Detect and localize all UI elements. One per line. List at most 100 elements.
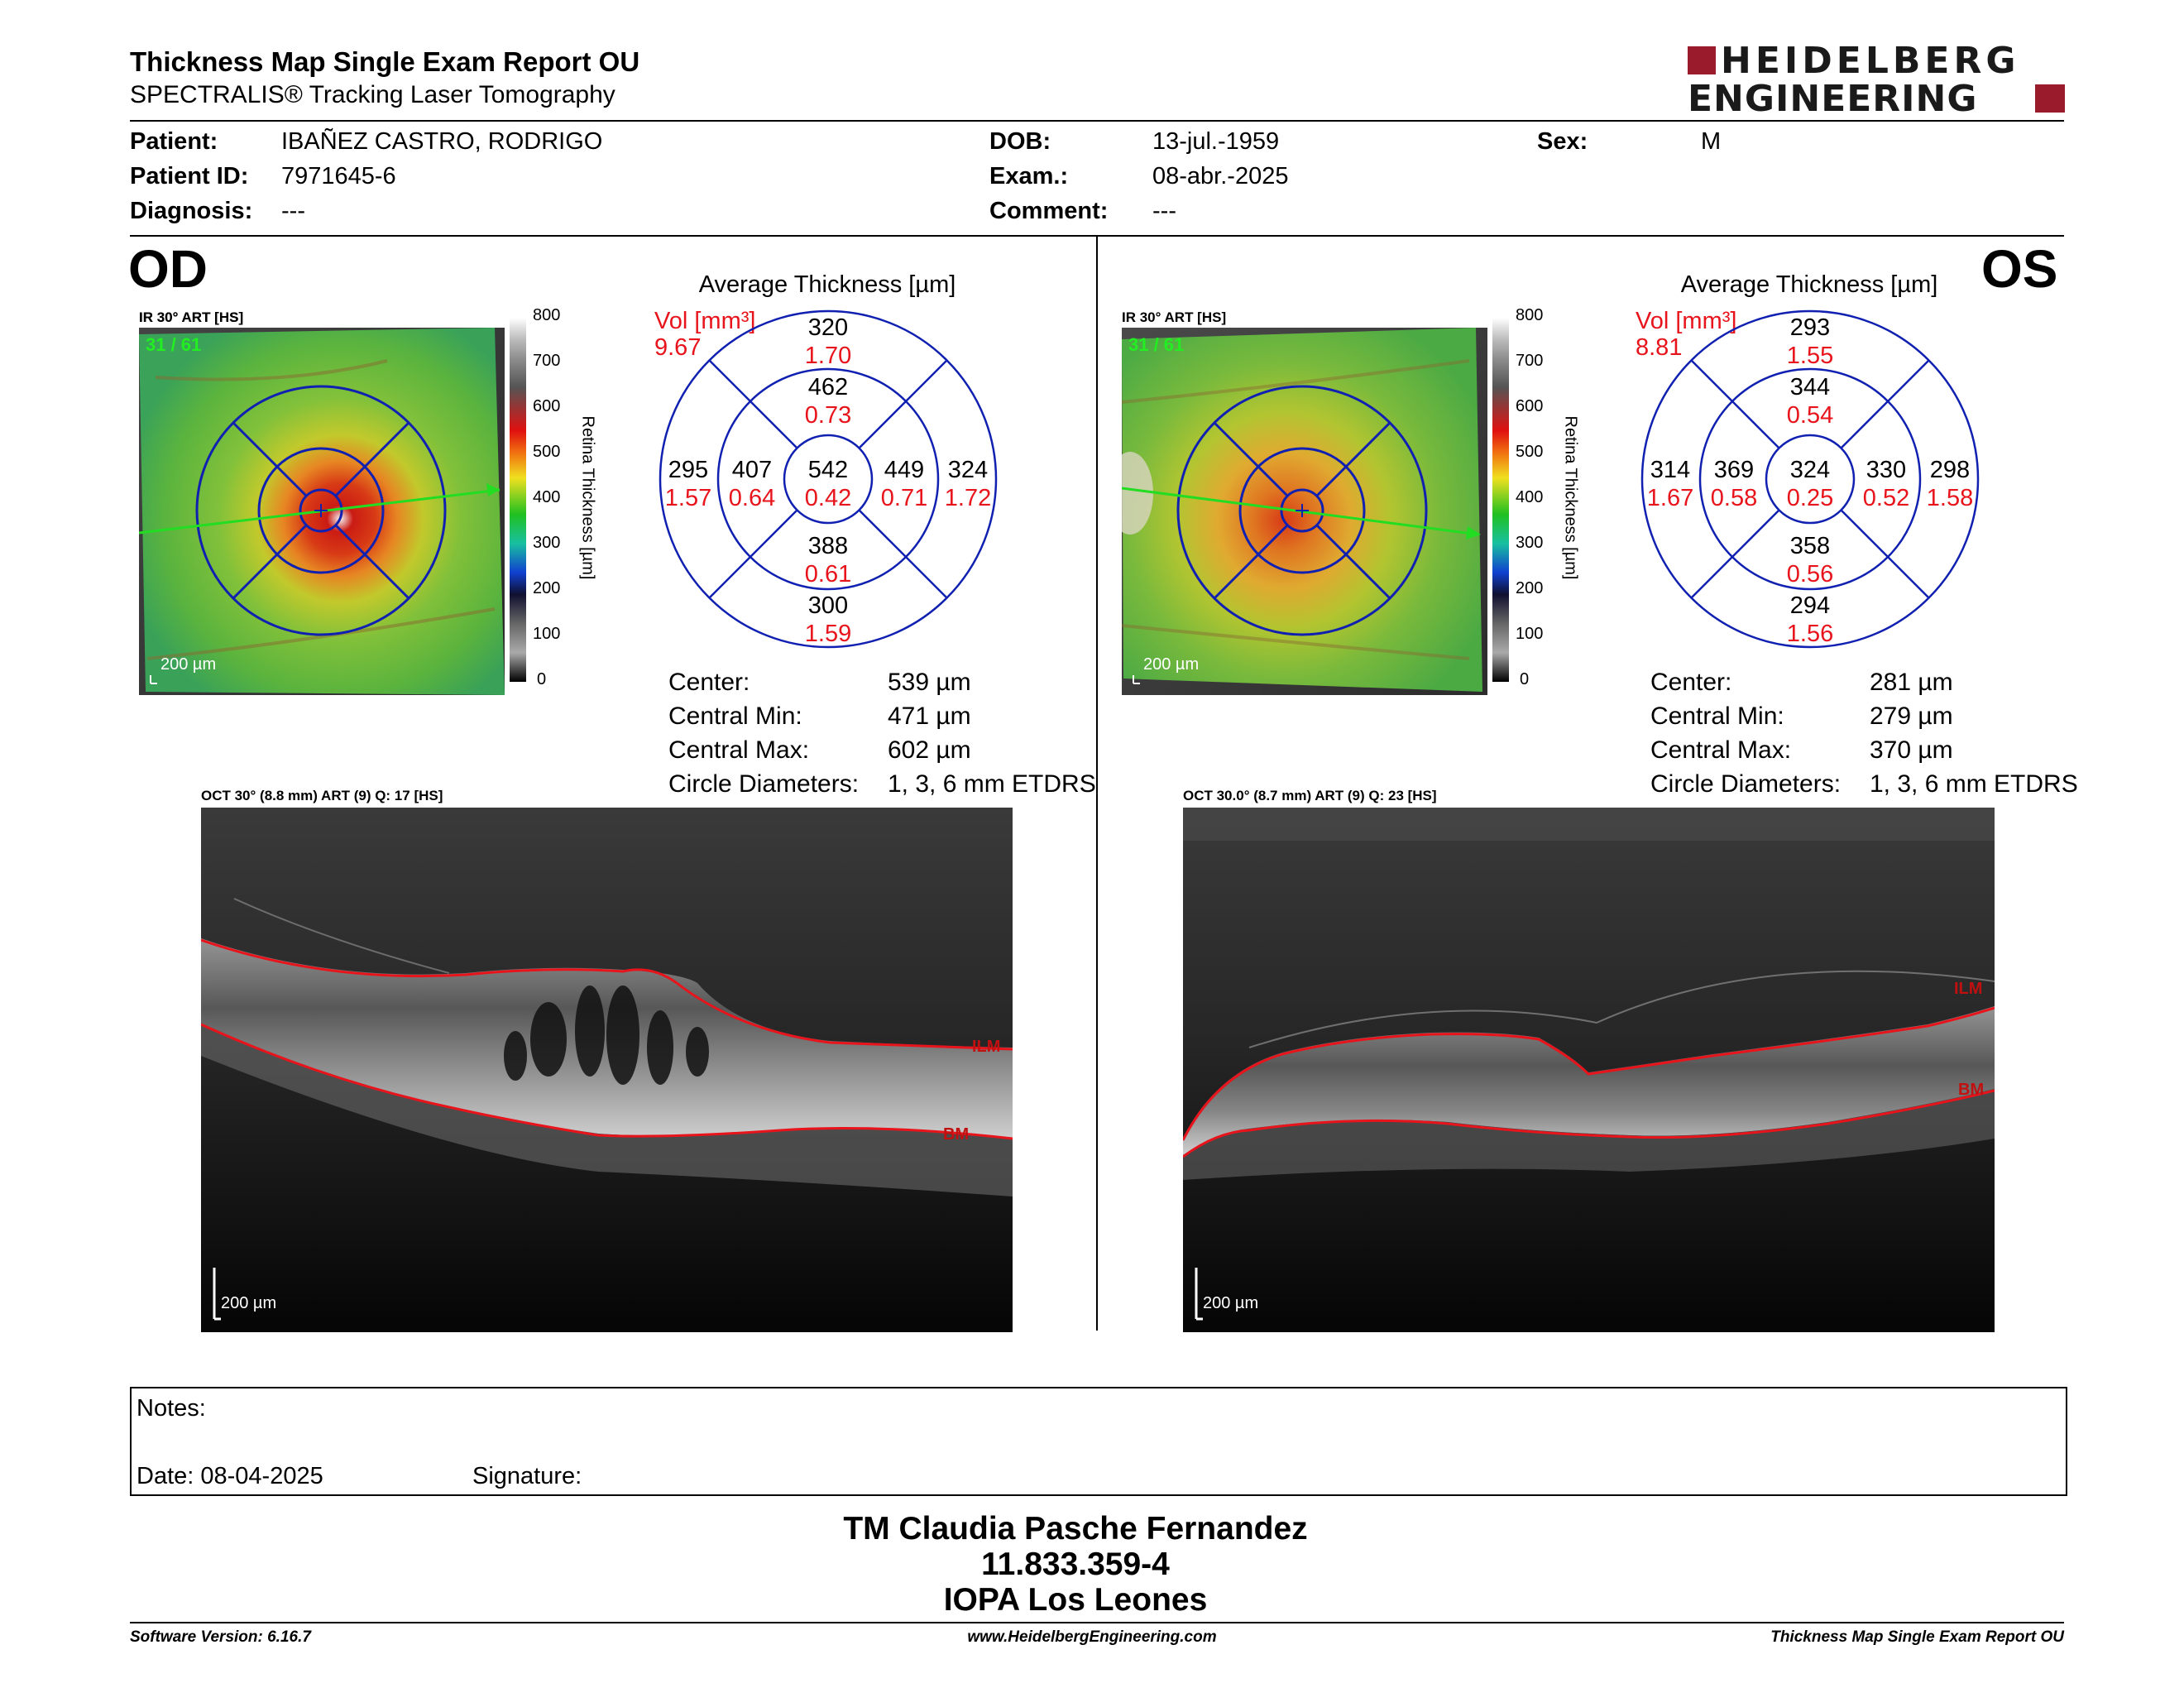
od-inner-sup-volume: 0.73 (804, 402, 852, 429)
signer-name: TM Claudia Pasche Fernandez (843, 1511, 1308, 1547)
eye-divider (1096, 237, 1098, 1331)
os-inner-left-thickness: 369 (1713, 457, 1755, 483)
os-outer-left-volume: 1.67 (1646, 485, 1694, 511)
logo-text-top: HEIDELBERG (1721, 40, 2020, 82)
notes-label: Notes: (136, 1395, 206, 1422)
od-ir-scale: 200 µm (160, 655, 217, 674)
comment-label: Comment: (989, 198, 1109, 224)
os-tick-400: 400 (1516, 488, 1544, 506)
os-inner-inf-volume: 0.56 (1786, 561, 1834, 587)
os-inner-sup-thickness: 344 (1789, 374, 1831, 400)
os-outer-left-thickness: 314 (1650, 457, 1691, 483)
od-oct-scale: 200 µm (221, 1294, 277, 1312)
sex-label: Sex: (1537, 128, 1588, 155)
od-outer-inf-volume: 1.59 (804, 621, 852, 647)
od-oct-svg (200, 808, 1013, 1332)
os-stat-diam-value: 1, 3, 6 mm ETDRS (1870, 770, 2078, 798)
od-tick-0: 0 (537, 670, 547, 688)
dob-label: DOB: (989, 128, 1051, 155)
os-vol-total: 8.81 (1636, 334, 1683, 361)
os-fundus-svg (1107, 328, 1487, 695)
os-tick-800: 800 (1516, 306, 1544, 324)
od-stat-max-value: 602 µm (888, 736, 971, 764)
os-colorbar-title: Retina Thickness [µm] (1561, 415, 1580, 580)
os-outer-inf-thickness: 294 (1789, 592, 1831, 619)
od-ir-image: IR 30° ART [HS] 31 / 61 200 µm (138, 309, 505, 695)
os-outer-sup-volume: 1.55 (1786, 343, 1834, 369)
os-outer-right-thickness: 298 (1929, 457, 1971, 483)
os-ilm-label: ILM (1954, 980, 1983, 998)
dob-value: 13-jul.-1959 (1152, 128, 1280, 155)
os-bm-label: BM (1958, 1081, 1985, 1099)
os-frame-label: 31 / 61 (1128, 334, 1185, 355)
od-stat-row: Center: 539 µm (668, 669, 1099, 703)
os-stat-min-label: Central Min: (1650, 703, 1784, 730)
od-inner-inf-volume: 0.61 (804, 561, 852, 587)
os-tick-300: 300 (1516, 534, 1544, 552)
os-outer-inf-volume: 1.56 (1786, 621, 1834, 647)
os-inner-left-volume: 0.58 (1710, 485, 1758, 511)
sex-value: M (1701, 128, 1722, 155)
os-stat-center-value: 281 µm (1870, 669, 1953, 696)
od-center-volume: 0.42 (804, 485, 852, 511)
od-tick-400: 400 (533, 488, 561, 506)
od-oct-image: ILM BM 200 µm (200, 808, 1013, 1332)
os-ir-scale: 200 µm (1143, 655, 1200, 674)
os-outer-right-volume: 1.58 (1926, 485, 1974, 511)
website-link[interactable]: www.HeidelbergEngineering.com (967, 1628, 1217, 1646)
os-stat-row: Circle Diameters: 1, 3, 6 mm ETDRS (1650, 770, 2097, 804)
od-tick-200: 200 (533, 579, 561, 597)
footer-rule (130, 1622, 2064, 1623)
od-colorbar-title: Retina Thickness [µm] (578, 415, 597, 580)
os-tick-200: 200 (1516, 579, 1544, 597)
od-stat-diam-value: 1, 3, 6 mm ETDRS (888, 770, 1096, 798)
od-inner-left-volume: 0.64 (728, 485, 776, 511)
os-inner-right-thickness: 330 (1866, 457, 1907, 483)
report-title: Thickness Map Single Exam Report OU (130, 46, 640, 77)
od-etdrs-grid: 542 0.42 462 0.73 388 0.61 407 0.64 449 … (659, 309, 998, 649)
od-vol-label: Vol [mm³] (654, 308, 756, 334)
os-ir-image: 31 / 61 200 µm (1107, 328, 1487, 695)
od-outer-inf-thickness: 300 (807, 592, 849, 619)
footer-report-title: Thickness Map Single Exam Report OU (1770, 1628, 2064, 1646)
os-oct-scale: 200 µm (1203, 1294, 1259, 1312)
os-stat-center-label: Center: (1650, 669, 1732, 696)
od-tick-300: 300 (533, 534, 561, 552)
os-inner-inf-thickness: 358 (1789, 533, 1831, 559)
logo-square-top (1688, 46, 1716, 74)
od-colorbar (510, 318, 526, 682)
os-eye-label: OS (1981, 239, 2058, 299)
od-stat-row: Central Min: 471 µm (668, 703, 1099, 736)
os-stat-row: Center: 281 µm (1650, 669, 2097, 703)
diagnosis-value: --- (281, 198, 305, 224)
signature-label: Signature: (472, 1463, 582, 1489)
od-frame-label: 31 / 61 (146, 334, 202, 355)
header-rule (130, 120, 2064, 122)
logo-square-bottom (2035, 84, 2065, 113)
os-colorbar-ticks: 800 700 600 500 400 300 200 100 0 (1516, 306, 1549, 688)
patient-value: IBAÑEZ CASTRO, RODRIGO (281, 128, 603, 155)
signer-org: IOPA Los Leones (943, 1582, 1208, 1618)
od-ir-caption: IR 30° ART [HS] (139, 309, 244, 325)
os-avg-title: Average Thickness [µm] (1680, 271, 1938, 298)
os-colorbar (1492, 318, 1509, 682)
od-tick-100: 100 (533, 625, 561, 643)
od-stat-row: Circle Diameters: 1, 3, 6 mm ETDRS (668, 770, 1099, 804)
os-stat-diam-label: Circle Diameters: (1650, 770, 1842, 798)
patient-label: Patient: (130, 128, 218, 155)
od-vol-total: 9.67 (654, 334, 702, 361)
od-outer-left-thickness: 295 (668, 457, 709, 483)
od-outer-right-thickness: 324 (947, 457, 989, 483)
report-subtitle: SPECTRALIS® Tracking Laser Tomography (130, 81, 615, 108)
od-outer-sup-thickness: 320 (807, 314, 849, 341)
notes-box: Notes: Date: 08-04-2025 Signature: (130, 1387, 2067, 1496)
os-etdrs-svg (1640, 309, 1980, 649)
od-etdrs-svg (659, 309, 998, 649)
od-ir-label: IR 30° ART [HS] (139, 309, 244, 325)
od-stat-min-label: Central Min: (668, 703, 802, 730)
od-tick-700: 700 (533, 352, 561, 370)
od-avg-title: Average Thickness [µm] (698, 271, 956, 298)
od-tick-500: 500 (533, 443, 561, 461)
od-fundus-svg (138, 328, 505, 695)
os-tick-100: 100 (1516, 625, 1544, 643)
